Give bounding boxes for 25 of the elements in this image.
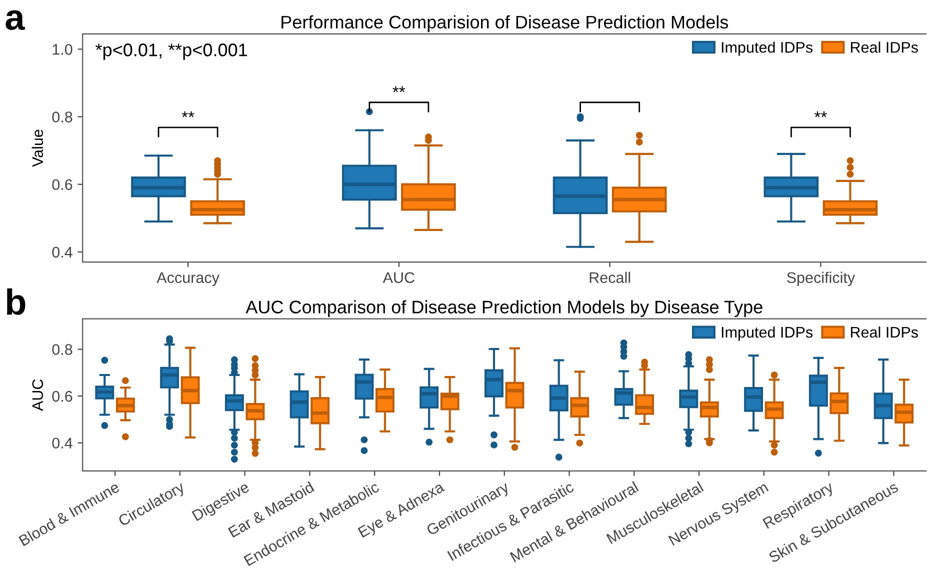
x-tick-label: Specificity — [787, 272, 856, 286]
y-tick-label: 0.4 — [52, 438, 72, 449]
y-tick-label: 0.6 — [52, 179, 72, 190]
y-tick-label: 1.0 — [52, 44, 72, 55]
annotation: ** — [182, 111, 194, 118]
y-tick-label: 0.4 — [52, 246, 72, 258]
y-axis-title: Value — [32, 130, 44, 167]
y-tick-label: 0.8 — [52, 344, 72, 355]
annotation: *p<0.01, **p<0.001 — [96, 44, 247, 60]
text: b — [7, 288, 26, 315]
x-tick-label: AUC — [382, 272, 414, 284]
chart-title: AUC Comparison of Disease Prediction Models by Disease Type — [246, 300, 762, 318]
legend-label: Real IDPs — [850, 326, 918, 338]
legend-label: Imputed IDPs — [722, 326, 813, 341]
x-tick-label: Accuracy — [156, 272, 220, 286]
x-tick-label: Recall — [590, 272, 630, 284]
legend-label: Imputed IDPs — [722, 42, 813, 56]
y-axis-title: AUC — [32, 379, 44, 411]
y-tick-label: 0.6 — [52, 390, 72, 402]
legend-label: Real IDPs — [850, 42, 918, 53]
annotation: ** — [392, 86, 406, 92]
chart-title: Performance Comparision of Disease Prediction Models — [282, 15, 728, 32]
text: a — [6, 10, 25, 30]
annotation: ** — [814, 111, 827, 118]
y-tick-label: 0.8 — [52, 112, 72, 122]
